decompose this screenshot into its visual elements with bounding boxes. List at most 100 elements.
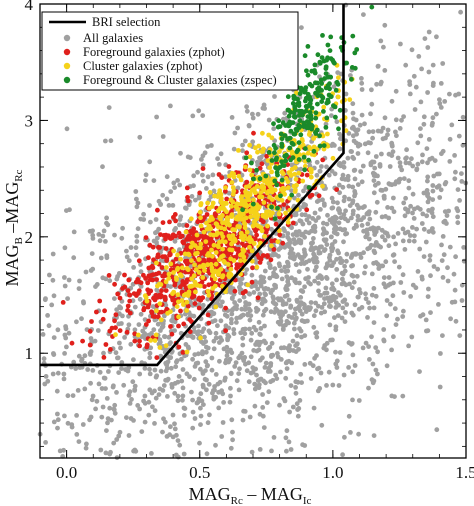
data-point-series-0 [258,154,264,160]
data-point-series-0 [418,133,424,139]
data-point-series-0 [354,131,359,137]
data-point-series-0 [76,353,82,359]
data-point-series-0 [370,129,376,135]
data-point-series-0 [337,146,343,152]
data-point-series-0 [178,150,183,156]
data-point-series-0 [195,169,200,175]
data-point-series-1 [244,179,250,185]
data-point-series-1 [258,256,264,262]
data-point-series-0 [76,286,82,291]
data-point-series-0 [284,366,290,371]
data-point-series-0 [384,298,390,303]
data-point-series-0 [268,363,273,369]
data-point-series-1 [210,257,215,263]
data-point-series-0 [316,288,321,294]
data-point-series-0 [249,449,255,455]
data-point-series-0 [263,292,268,298]
data-point-series-1 [159,265,165,270]
data-point-series-0 [190,335,196,340]
data-point-series-0 [455,220,461,226]
data-point-series-2 [259,183,265,189]
data-point-series-0 [235,125,241,131]
data-point-series-0 [103,386,108,391]
data-point-series-0 [359,179,365,185]
data-point-series-3 [320,94,325,100]
data-point-series-0 [195,399,201,405]
data-point-series-0 [173,452,179,458]
data-point-series-3 [306,185,312,190]
data-point-series-0 [249,284,255,289]
data-point-series-2 [175,292,181,298]
data-point-series-0 [424,146,430,152]
data-point-series-0 [389,140,395,146]
data-point-series-0 [137,406,143,412]
data-point-series-0 [189,194,195,199]
data-point-series-0 [341,164,347,170]
data-point-series-0 [289,315,295,320]
data-point-series-1 [144,342,150,348]
data-point-series-0 [228,445,234,451]
data-point-series-0 [259,301,265,307]
data-point-series-0 [342,434,347,440]
data-point-series-0 [121,382,127,388]
data-point-series-0 [187,155,193,161]
data-point-series-0 [313,330,319,336]
data-point-series-0 [351,225,357,231]
data-point-series-0 [311,313,317,319]
data-point-series-0 [198,422,203,427]
data-point-series-0 [390,252,396,258]
data-point-series-0 [313,300,318,306]
data-point-series-1 [145,280,151,286]
data-point-series-3 [286,123,292,129]
data-point-series-0 [421,190,427,196]
data-point-series-1 [117,295,123,301]
data-point-series-3 [278,193,283,199]
data-point-series-0 [287,343,292,348]
data-point-series-0 [428,310,433,315]
data-point-series-0 [381,44,386,50]
data-point-series-0 [327,299,332,305]
data-point-series-0 [110,384,116,390]
data-point-series-1 [200,295,206,301]
data-point-series-0 [199,339,204,345]
data-point-series-2 [294,90,299,96]
data-point-series-2 [196,257,202,262]
data-point-series-1 [202,284,207,289]
data-point-series-2 [144,298,150,304]
data-point-series-3 [290,120,296,125]
data-point-series-0 [285,234,291,240]
data-point-series-0 [362,121,367,127]
data-point-series-0 [132,304,138,310]
data-point-series-0 [453,169,458,175]
data-point-series-2 [220,246,226,252]
data-point-series-0 [303,229,309,235]
data-point-series-3 [302,146,308,152]
data-point-series-0 [309,245,315,251]
data-point-series-0 [394,133,399,139]
data-point-series-0 [50,371,56,377]
data-point-series-2 [234,201,240,207]
data-point-series-0 [219,388,225,394]
data-point-series-0 [459,171,464,177]
data-point-series-0 [333,305,339,310]
data-point-series-0 [124,248,129,254]
data-point-series-0 [190,113,196,119]
data-point-series-1 [307,193,313,199]
data-point-series-0 [83,269,89,275]
data-point-series-0 [355,213,361,219]
data-point-series-0 [302,443,308,448]
data-point-series-0 [285,231,291,236]
data-point-series-0 [414,166,420,172]
data-point-series-0 [178,214,184,220]
data-point-series-0 [297,398,303,403]
data-point-series-0 [135,403,141,408]
data-point-series-0 [263,360,269,366]
data-point-series-0 [434,34,439,40]
data-point-series-1 [149,310,155,316]
data-point-series-1 [125,288,131,293]
data-point-series-0 [217,358,222,364]
data-point-series-0 [413,84,419,90]
data-point-series-0 [248,337,254,343]
data-point-series-0 [143,172,149,178]
data-point-series-0 [200,369,206,375]
